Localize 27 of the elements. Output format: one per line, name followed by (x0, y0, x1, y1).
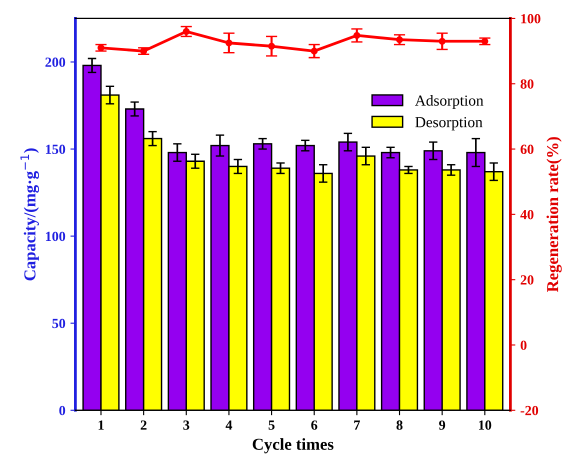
y2-tick-label: 100 (521, 14, 540, 24)
y2-tick-label: 40 (520, 210, 534, 220)
legend-label: Desorption (415, 117, 483, 130)
x-tick-label: 2 (140, 420, 147, 430)
y2-tick-label: 80 (520, 79, 534, 89)
x-tick-label: 9 (439, 420, 446, 430)
x-axis-title: Cycle times (252, 438, 334, 454)
y2-tick-label: 20 (520, 275, 534, 285)
x-tick-label: 6 (311, 420, 318, 430)
y-axis-title: Capacity/(mg·g$^{−1}$) (20, 148, 40, 280)
y2-axis-title: Regeneration rate(%) (546, 137, 562, 292)
x-tick-label: 1 (98, 420, 104, 430)
x-tick-label: 3 (183, 420, 190, 430)
y2-tick-label: 0 (520, 340, 527, 350)
legend-label: Adsorption (415, 94, 484, 109)
y-tick-label: 150 (46, 144, 66, 154)
y-tick-label: 0 (59, 406, 66, 416)
x-tick-label: 10 (478, 420, 492, 430)
x-tick-label: 7 (354, 420, 360, 430)
x-tick-label: 5 (268, 420, 275, 430)
y-tick-label: 50 (52, 318, 66, 328)
x-tick-label: 4 (226, 420, 232, 430)
y2-tick-label: -20 (520, 406, 538, 416)
x-tick-label: 8 (396, 420, 403, 430)
y-tick-label: 100 (46, 232, 66, 242)
y-tick-label: 200 (45, 58, 66, 67)
y2-tick-label: 60 (520, 144, 534, 154)
